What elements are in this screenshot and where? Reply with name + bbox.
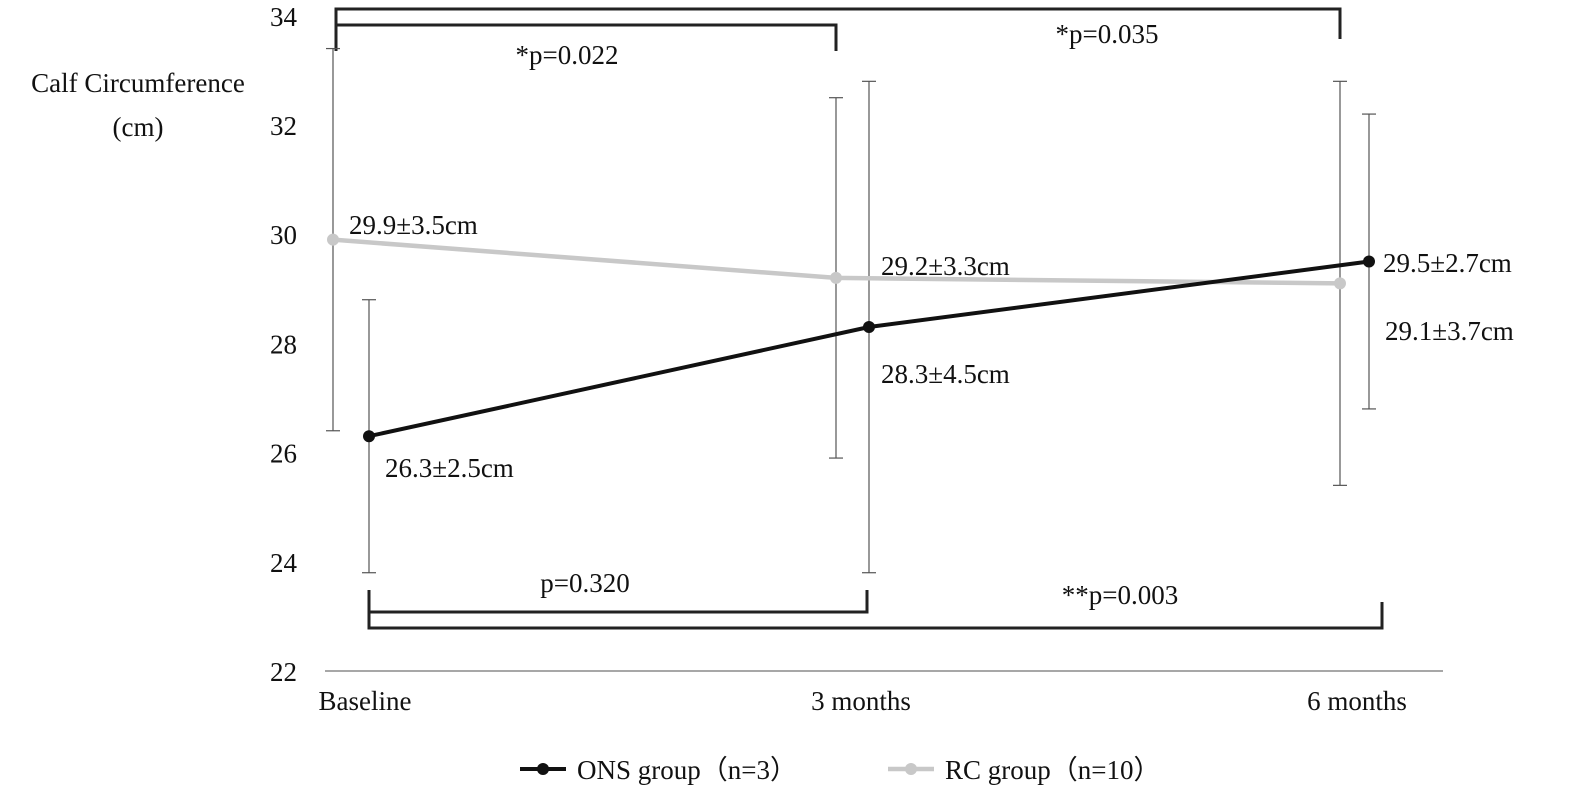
data-label: 29.1±3.7cm — [1385, 316, 1514, 346]
p-value-label: p=0.320 — [540, 568, 629, 598]
y-tick-labels: 22 24 26 28 30 32 34 — [270, 2, 298, 687]
data-label: 26.3±2.5cm — [385, 453, 514, 483]
data-point-ons — [863, 321, 875, 334]
legend-swatch-marker — [537, 763, 549, 775]
x-tick-label: 6 months — [1307, 686, 1407, 716]
data-point-rc — [327, 233, 339, 246]
bracket-p-0-035 — [334, 7, 1342, 39]
data-point-ons — [363, 430, 375, 443]
x-tick-label: Baseline — [319, 686, 412, 716]
legend-swatch-marker — [905, 763, 917, 775]
y-axis-title-line-1: Calf Circumference — [31, 68, 245, 98]
data-label: 28.3±4.5cm — [881, 359, 1010, 389]
y-tick-label: 22 — [270, 657, 297, 687]
p-value-label: *p=0.022 — [516, 40, 619, 70]
data-point-ons — [1363, 255, 1375, 268]
legend-label: ONS group（n=3） — [577, 755, 797, 785]
error-bars — [326, 47, 1376, 574]
data-label: 29.2±3.3cm — [881, 251, 1010, 281]
data-label: 29.5±2.7cm — [1383, 248, 1512, 278]
y-axis-title-line-2: (cm) — [113, 112, 164, 142]
data-point-rc — [1334, 277, 1346, 290]
y-tick-label: 26 — [270, 439, 297, 469]
y-tick-label: 32 — [270, 111, 297, 141]
y-tick-label: 24 — [270, 548, 298, 578]
data-label: 29.9±3.5cm — [349, 210, 478, 240]
bracket-p-0-003 — [367, 602, 1384, 630]
data-labels: 26.3±2.5cm 28.3±4.5cm 29.5±2.7cm 29.9±3.5cm… — [349, 210, 1514, 483]
y-tick-label: 30 — [270, 220, 297, 250]
y-tick-label: 28 — [270, 329, 297, 359]
bracket-p-0-320 — [367, 590, 869, 614]
series-lines — [332, 237, 1370, 439]
data-point-rc — [830, 271, 842, 284]
legend: ONS group（n=3） RC group（n=10） — [520, 755, 1161, 785]
y-tick-label: 34 — [270, 2, 298, 32]
x-tick-label: 3 months — [811, 686, 911, 716]
p-value-label: *p=0.035 — [1056, 19, 1159, 49]
p-value-label: **p=0.003 — [1062, 580, 1178, 610]
x-tick-labels: Baseline 3 months 6 months — [319, 686, 1407, 716]
series-points — [327, 233, 1375, 443]
legend-label: RC group（n=10） — [945, 755, 1161, 785]
significance-brackets: *p=0.022 *p=0.035 p=0.320 **p=0.003 — [334, 7, 1384, 630]
